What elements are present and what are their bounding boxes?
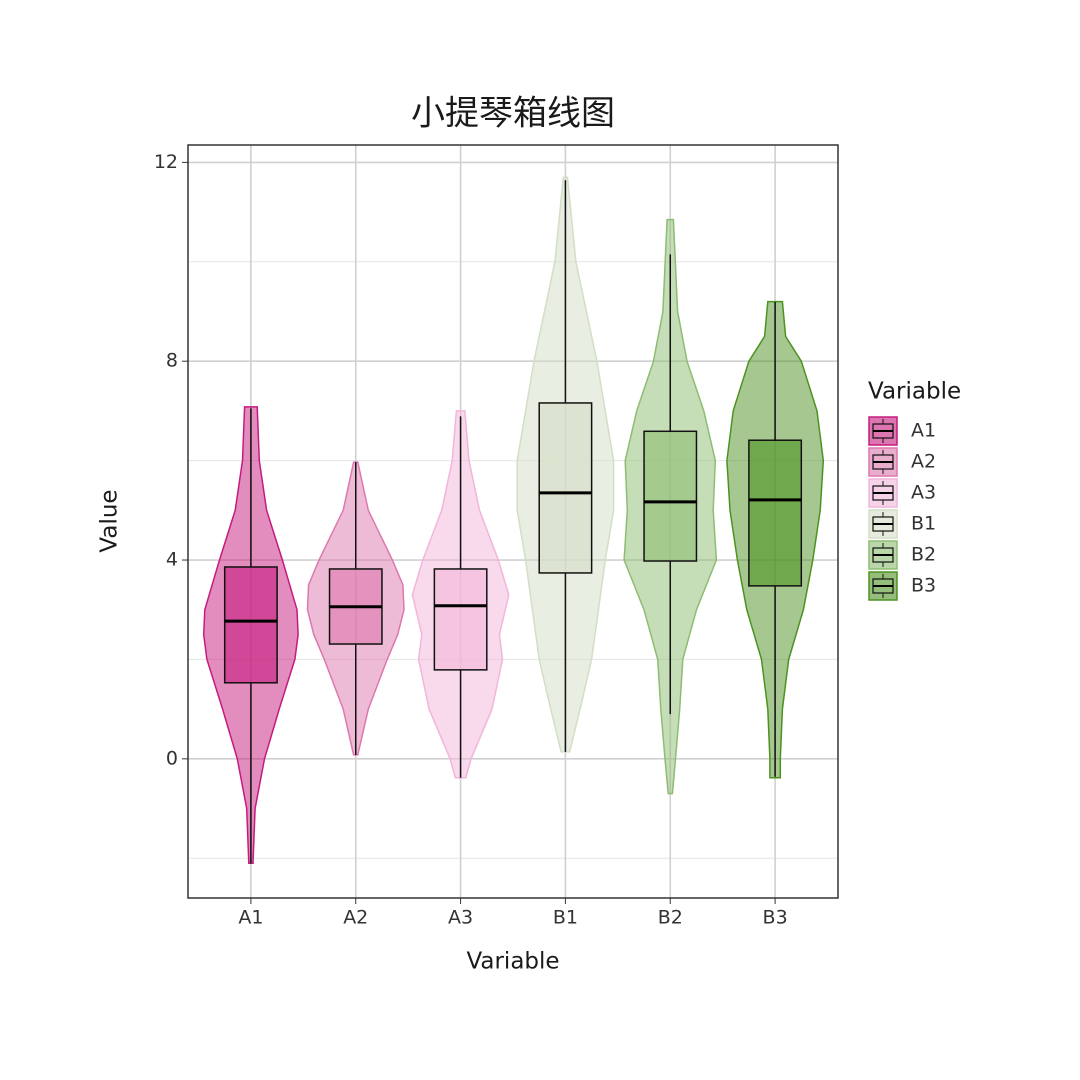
- legend-label: B2: [911, 544, 936, 566]
- legend-label: A1: [911, 420, 936, 442]
- legend-label: A2: [911, 451, 936, 473]
- y-tick-label: 4: [166, 549, 178, 571]
- box: [643, 430, 698, 562]
- y-axis-title: Value: [97, 489, 123, 552]
- box: [223, 566, 278, 684]
- panel-border: [187, 144, 839, 899]
- box: [538, 402, 593, 574]
- legend-title: Variable: [868, 379, 961, 405]
- box: [748, 439, 803, 587]
- x-tick-label: B3: [763, 907, 788, 929]
- box: [433, 568, 488, 671]
- legend-label: A3: [911, 482, 936, 504]
- legend-label: B3: [911, 575, 936, 597]
- y-tick-label: 8: [166, 350, 178, 372]
- x-tick-label: A2: [343, 907, 368, 929]
- x-axis-title: Variable: [466, 949, 559, 975]
- x-tick-label: A1: [238, 907, 263, 929]
- legend-label: B1: [911, 513, 936, 535]
- y-tick-label: 0: [166, 747, 178, 769]
- chart-title: 小提琴箱线图: [411, 94, 615, 134]
- x-tick-label: A3: [448, 907, 473, 929]
- x-tick-label: B1: [553, 907, 578, 929]
- y-tick-label: 12: [154, 151, 178, 173]
- x-tick-label: B2: [658, 907, 683, 929]
